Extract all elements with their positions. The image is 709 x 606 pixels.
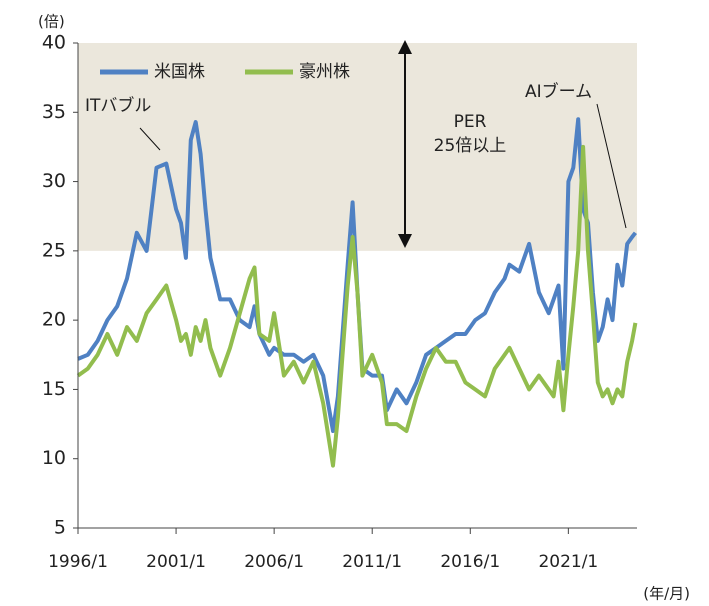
y-unit: (倍): [38, 13, 65, 31]
callout: [596, 103, 627, 229]
annotation: ITバブル: [85, 95, 151, 116]
x-tick-label: 1996/1: [48, 552, 108, 572]
y-tick-label: 15: [42, 378, 66, 400]
legend-label: 豪州株: [299, 61, 350, 82]
y-tick-label: 20: [42, 309, 66, 331]
x-tick-label: 2001/1: [146, 552, 206, 572]
shade-band: [78, 43, 637, 251]
callout: [139, 127, 161, 151]
annotation: PER: [454, 112, 487, 132]
y-tick-label: 5: [54, 517, 66, 539]
x-unit: (年/月): [643, 585, 690, 603]
x-tick-label: 2006/1: [244, 552, 304, 572]
y-tick-label: 40: [42, 32, 66, 54]
x-tick-label: 2011/1: [342, 552, 402, 572]
annotation: AIブーム: [525, 81, 592, 102]
y-tick-label: 10: [42, 447, 66, 469]
legend-label: 米国株: [154, 62, 205, 82]
x-tick-label: 2021/1: [538, 552, 598, 572]
series-line: [77, 117, 637, 433]
series-line: [76, 144, 638, 468]
annotation: 25倍以上: [434, 136, 507, 156]
y-tick-label: 30: [42, 170, 66, 192]
y-tick-label: 35: [42, 101, 66, 123]
y-tick-label: 25: [42, 239, 66, 261]
x-tick-label: 2016/1: [440, 552, 500, 572]
